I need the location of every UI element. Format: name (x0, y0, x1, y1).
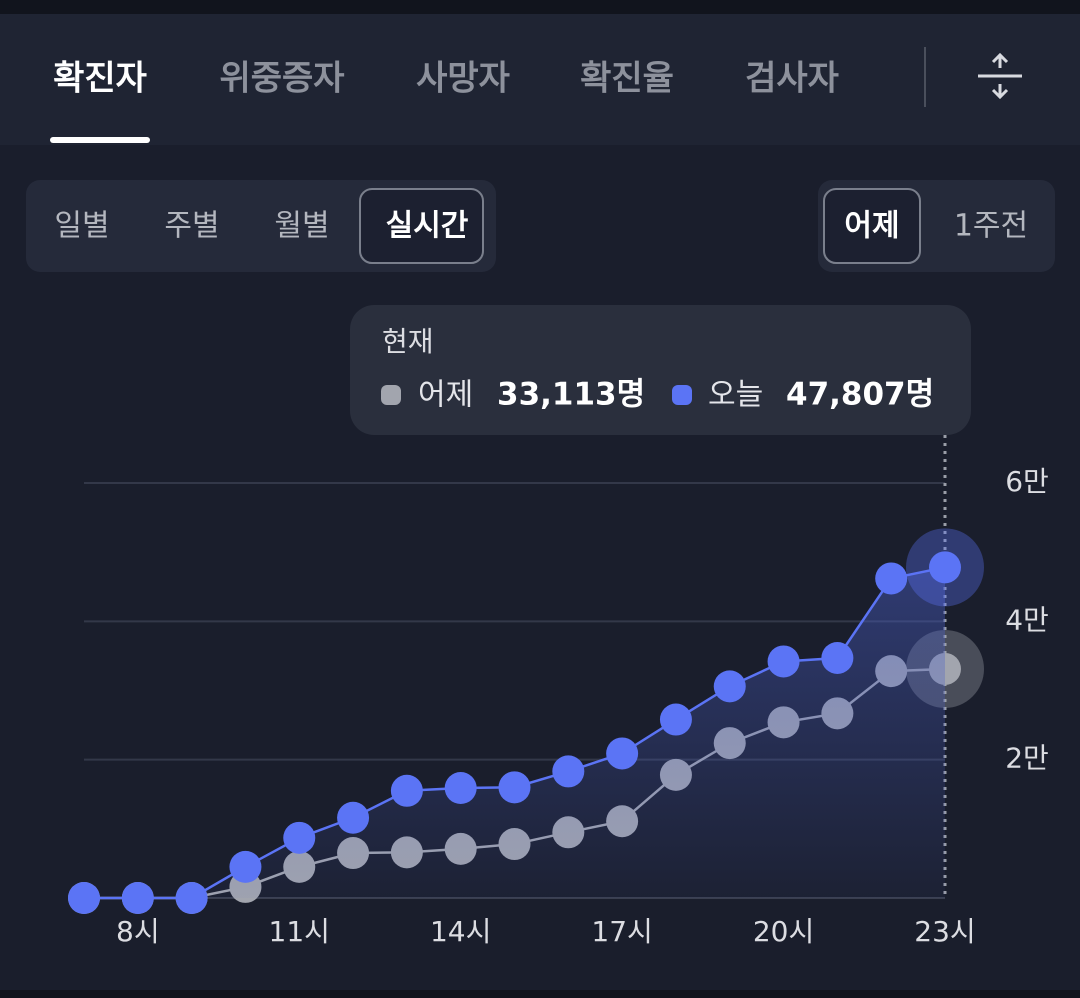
tab[interactable]: 검사자 (745, 59, 839, 99)
point (713, 670, 746, 703)
point (283, 821, 316, 854)
bottom-strip (0, 990, 1080, 998)
point (121, 882, 154, 914)
point (821, 641, 854, 674)
y-tick-label: 4만 (1005, 603, 1049, 636)
period-selected (359, 188, 484, 264)
y-tick-label: 2만 (1005, 742, 1049, 775)
point (552, 755, 585, 788)
point (875, 562, 908, 595)
legend-name: 오늘 (708, 378, 763, 413)
x-tick-label: 17시 (591, 915, 652, 948)
tooltip (350, 305, 971, 435)
header (0, 14, 1080, 145)
tab[interactable]: 위중증자 (219, 59, 344, 99)
point (606, 737, 639, 770)
point (659, 703, 692, 736)
tab[interactable]: 확진자 (53, 59, 147, 99)
legend-marker (381, 385, 401, 405)
point (68, 882, 100, 914)
status-strip (0, 0, 1080, 14)
x-tick-label: 11시 (269, 915, 330, 948)
tab[interactable]: 확진율 (580, 59, 674, 99)
point (390, 774, 423, 807)
point (337, 801, 370, 834)
compare-selected (823, 188, 921, 264)
x-tick-label: 14시 (430, 915, 491, 948)
legend-value: 47,807명 (786, 377, 934, 413)
x-tick-label: 20시 (753, 915, 814, 948)
area (84, 567, 945, 898)
legend-name: 어제 (418, 378, 473, 413)
point (175, 882, 208, 914)
x-tick-label: 23시 (914, 915, 975, 948)
legend-marker (672, 385, 692, 405)
point (767, 645, 800, 678)
period-tab[interactable]: 일별 (54, 209, 109, 244)
period-tab[interactable]: 주별 (164, 209, 219, 244)
period-tab[interactable]: 월별 (274, 209, 329, 244)
point (929, 551, 961, 584)
legend-value: 33,113명 (497, 377, 645, 413)
compare-tab[interactable]: 어제 (844, 209, 899, 244)
tab[interactable]: 사망자 (416, 59, 510, 99)
period-tab[interactable]: 실시간 (386, 209, 469, 244)
y-tick-label: 6만 (1005, 465, 1049, 498)
tooltip-title: 현재 (382, 325, 434, 358)
compare-tab[interactable]: 1주전 (954, 209, 1028, 244)
point (498, 771, 531, 804)
settings-icon[interactable] (978, 52, 1022, 100)
tab-underline (50, 137, 150, 143)
x-tick-label: 8시 (116, 915, 160, 948)
point (229, 850, 262, 883)
point (444, 772, 477, 805)
